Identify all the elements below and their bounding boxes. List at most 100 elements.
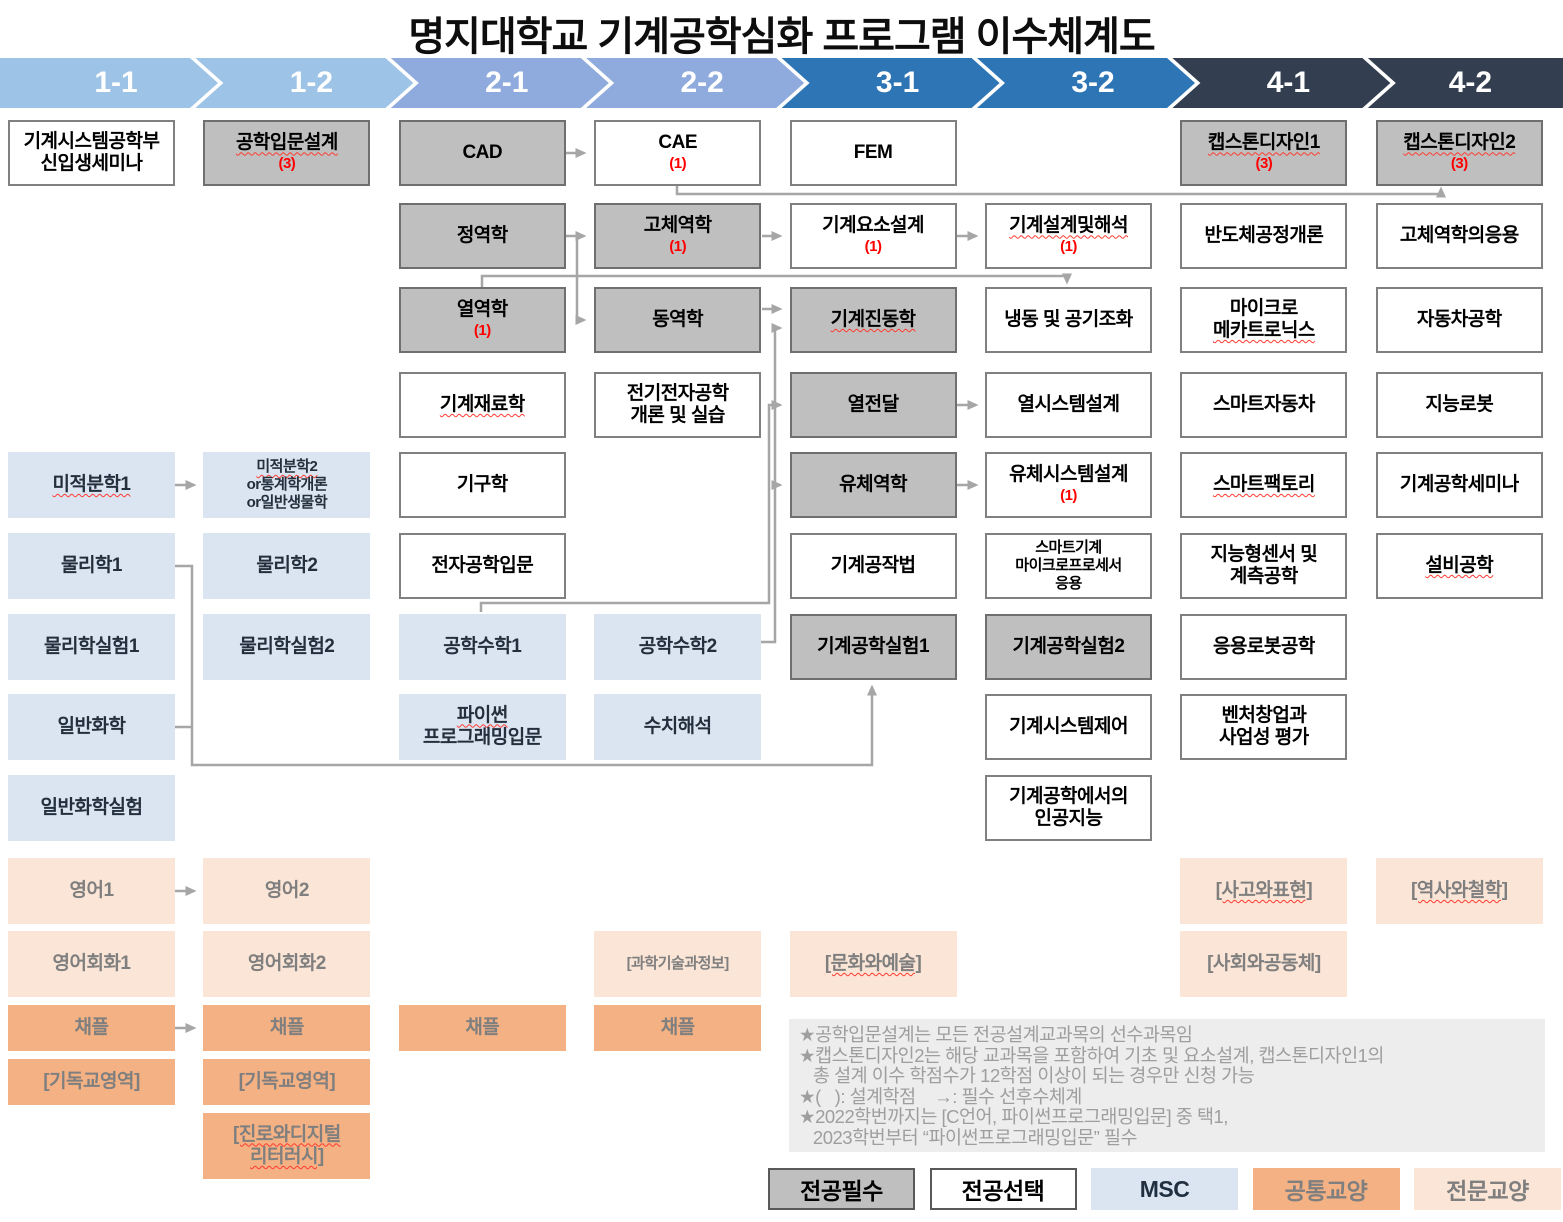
course-box: [기독교영역] xyxy=(8,1059,175,1105)
course-label: [기독교영역] xyxy=(43,1070,140,1092)
course-label: 설비공학 xyxy=(1425,554,1494,576)
design-credit: (1) xyxy=(864,237,882,255)
course-box: 유체시스템설계 (1) xyxy=(985,452,1152,518)
course-label: 전기전자공학 xyxy=(626,382,729,404)
course-box: 미적분학2 or통계학개론 or일반생물학 xyxy=(203,452,371,518)
course-label: 리터러시] xyxy=(250,1146,324,1167)
course-label: 파이썬 xyxy=(456,704,508,726)
course-box: 채플 xyxy=(8,1005,175,1051)
course-label: 공학수학2 xyxy=(638,635,718,657)
course-label: 계측공학 xyxy=(1229,566,1298,587)
course-box: 채플 xyxy=(594,1005,762,1051)
course-box: [사회와공동체] xyxy=(1180,931,1348,997)
course-label: 고체역학 xyxy=(643,215,712,237)
course-label: 유체역학 xyxy=(839,473,908,495)
note-line: ★공학입문설계는 모든 전공설계교과목의 선수과목임 xyxy=(799,1024,1193,1045)
course-label: 기계재료학 xyxy=(439,393,525,415)
course-label: 동역학 xyxy=(652,308,704,330)
course-label: 정역학 xyxy=(456,224,508,246)
course-label: 기계진동학 xyxy=(830,308,916,330)
course-label: 일반화학 xyxy=(57,715,126,737)
course-box: 공학수학2 xyxy=(594,614,762,680)
note-line: 총 설계 이수 학점수가 12학점 이상이 되는 경우만 신청 가능 xyxy=(799,1065,1255,1086)
design-credit: (3) xyxy=(1450,154,1468,172)
course-box: 냉동 및 공기조화 xyxy=(985,287,1152,353)
course-box: 지능형센서 및 계측공학 xyxy=(1180,533,1348,599)
course-label: 기계공학에서의 xyxy=(1009,785,1128,807)
course-box: 기계공작법 xyxy=(789,533,957,599)
course-label: 기계공학실험2 xyxy=(1012,635,1125,657)
notes: ★공학입문설계는 모든 전공설계교과목의 선수과목임 ★캡스톤디자인2는 해당 교… xyxy=(789,1019,1545,1152)
course-label: [역사와철학] xyxy=(1411,879,1508,901)
semester-label: 3-1 xyxy=(875,66,920,99)
note-line: 2023학번부터 “파이썬프로그래밍입문” 필수 xyxy=(799,1126,1138,1148)
course-box: 기계공학실험1 xyxy=(789,614,957,680)
design-credit: (1) xyxy=(1060,237,1077,255)
course-label: 프로그래밍입문 xyxy=(422,727,542,748)
course-label: [기독교영역] xyxy=(238,1070,336,1092)
course-label: 기계공학실험1 xyxy=(817,635,930,657)
course-box: 기계공학실험2 xyxy=(985,614,1152,680)
course-label: 캡스톤디자인1 xyxy=(1207,132,1320,154)
course-label: 기계시스템공학부 xyxy=(23,130,160,152)
course-box: 일반화학 xyxy=(8,694,175,760)
design-credit: (1) xyxy=(1060,486,1077,504)
course-box: 설비공학 xyxy=(1375,533,1543,599)
course-box: 미적분학1 xyxy=(8,452,175,518)
semester-label: 1-2 xyxy=(289,66,334,99)
course-box: 응용로봇공학 xyxy=(1180,614,1348,680)
course-box: [역사와철학] xyxy=(1375,858,1543,924)
course-label: 미적분학1 xyxy=(52,473,132,495)
course-label: 냉동 및 공기조화 xyxy=(1004,308,1133,330)
course-box: 반도체공정개론 xyxy=(1180,203,1348,269)
semester-chevron-3-2: 3-2 xyxy=(977,58,1195,108)
prerequisite-arrow-thermo-to-refrigeration xyxy=(480,273,1072,287)
course-label: 반도체공정개론 xyxy=(1204,224,1324,246)
semester-chevron-1-1: 1-1 xyxy=(0,58,218,108)
course-box: 공학수학1 xyxy=(398,614,566,680)
note-line: ★캡스톤디자인2는 해당 교과목을 포함하여 기초 및 요소설계, 캡스톤디자인… xyxy=(799,1044,1384,1066)
course-label: 마이크로 xyxy=(1229,297,1298,319)
course-box: 유체역학 xyxy=(789,452,957,518)
course-box: 캡스톤디자인1 (3) xyxy=(1180,120,1348,186)
semester-label: 4-2 xyxy=(1448,66,1493,99)
course-box: 열시스템설계 xyxy=(985,372,1152,438)
course-label: 채플 xyxy=(465,1016,500,1038)
note-line: ★2022학번까지는 [C언어, 파이썬프로그래밍입문] 중 택1, xyxy=(799,1106,1228,1127)
course-box: 기계시스템공학부 신입생세미나 xyxy=(8,120,175,186)
course-label: 신입생세미나 xyxy=(40,153,143,174)
prerequisite-arrow-engmath2-to-vibration xyxy=(761,323,783,644)
semester-label: 4-1 xyxy=(1266,66,1311,99)
course-box: 동역학 xyxy=(594,287,762,353)
course-box: CAE (1) xyxy=(594,120,762,186)
course-label: 물리학실험1 xyxy=(44,635,139,657)
course-label: [문화와예술] xyxy=(824,952,922,974)
course-label: 지능로봇 xyxy=(1425,393,1494,415)
course-box: 고체역학의응용 xyxy=(1375,203,1543,269)
course-box: 기계설계및해석 (1) xyxy=(985,203,1152,269)
legend-item-general: 공통교양 xyxy=(1252,1168,1400,1210)
course-box: 물리학2 xyxy=(203,533,371,599)
course-box: 수치해석 xyxy=(594,694,762,760)
course-label: 기계시스템제어 xyxy=(1009,715,1128,737)
course-label: FEM xyxy=(853,141,893,163)
course-label: 응용로봇공학 xyxy=(1212,635,1315,657)
course-box: 열전달 xyxy=(789,372,957,438)
semester-label: 1-1 xyxy=(94,66,138,99)
course-label: 고체역학의응용 xyxy=(1399,224,1519,246)
course-box: 일반화학실험 xyxy=(8,775,175,841)
legend-item-liberal: 전문교양 xyxy=(1414,1168,1561,1210)
course-label: 마이크로프로세서 xyxy=(1015,557,1122,574)
course-box: 기계진동학 xyxy=(789,287,957,353)
semester-label: 3-2 xyxy=(1071,66,1115,99)
course-box: 채플 xyxy=(203,1005,371,1051)
semester-chevron-1-2: 1-2 xyxy=(195,58,414,108)
course-box: [기독교영역] xyxy=(203,1059,371,1105)
design-credit: (3) xyxy=(278,154,296,172)
course-box: 물리학실험1 xyxy=(8,614,175,680)
course-box: 공학입문설계 (3) xyxy=(203,120,371,186)
course-box: 물리학실험2 xyxy=(203,614,371,680)
course-box: 기계공학에서의 인공지능 xyxy=(985,775,1152,841)
course-label: 수치해석 xyxy=(643,715,712,737)
course-box: 물리학1 xyxy=(8,533,175,599)
